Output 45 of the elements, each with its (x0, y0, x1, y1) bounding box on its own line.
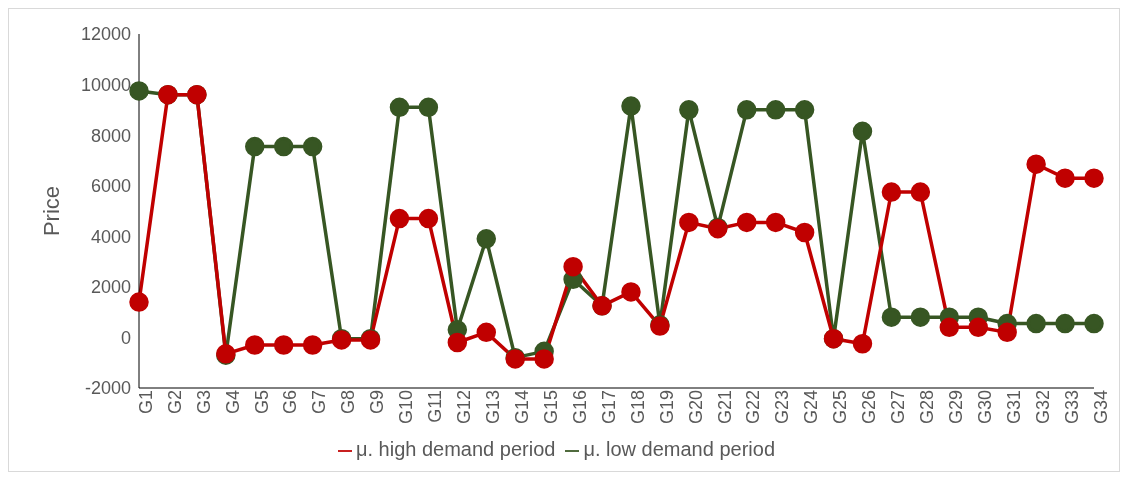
x-tick-label: G16 (569, 390, 590, 425)
x-tick-label: G14 (511, 390, 532, 425)
x-tick-label: G2 (164, 390, 185, 415)
x-tick-label: G7 (309, 390, 330, 415)
legend-label: μ. high demand period (355, 438, 556, 460)
y-tick-label: 0 (120, 327, 131, 348)
y-tick-label: 6000 (90, 176, 131, 197)
x-tick-label: G26 (859, 390, 880, 425)
x-tick-label: G4 (222, 390, 243, 415)
y-tick-label: 10000 (80, 74, 131, 95)
x-tick-label: G19 (656, 390, 677, 425)
y-tick-label: 12000 (80, 24, 131, 45)
x-tick-label: G23 (772, 390, 793, 425)
x-tick-label: G28 (917, 390, 938, 425)
y-tick-label: 4000 (90, 226, 131, 247)
x-tick-label: G12 (454, 390, 475, 425)
x-tick-label: G18 (627, 390, 648, 425)
x-tick-label: G27 (888, 390, 909, 425)
legend-label: μ. low demand period (583, 438, 776, 460)
x-tick-label: G8 (338, 390, 359, 415)
y-axis-title: Price (38, 185, 64, 237)
x-tick-label: G32 (1032, 390, 1053, 425)
x-tick-label: G1 (135, 390, 156, 415)
x-tick-label: G31 (1003, 390, 1024, 425)
x-tick-label: G6 (280, 390, 301, 415)
x-tick-label: G17 (598, 390, 619, 425)
x-tick-label: G30 (975, 390, 996, 425)
x-tick-label: G5 (251, 390, 272, 415)
x-tick-label: G34 (1090, 390, 1111, 425)
x-tick-label: G3 (193, 390, 214, 415)
y-tick-label: 8000 (90, 125, 131, 146)
x-tick-label: G25 (830, 390, 851, 425)
x-tick-label: G20 (685, 390, 706, 425)
y-tick-label: -2000 (84, 378, 131, 399)
x-tick-label: G21 (714, 390, 735, 425)
x-tick-label: G24 (801, 390, 822, 425)
x-tick-label: G15 (540, 390, 561, 425)
x-tick-label: G22 (743, 390, 764, 425)
x-tick-label: G9 (367, 390, 388, 415)
x-tick-label: G29 (946, 390, 967, 425)
x-tick-label: G13 (483, 390, 504, 425)
x-tick-label: G33 (1061, 390, 1082, 425)
y-tick-label: 2000 (90, 277, 131, 298)
x-tick-label: G11 (425, 390, 446, 423)
x-tick-label: G10 (396, 390, 417, 425)
